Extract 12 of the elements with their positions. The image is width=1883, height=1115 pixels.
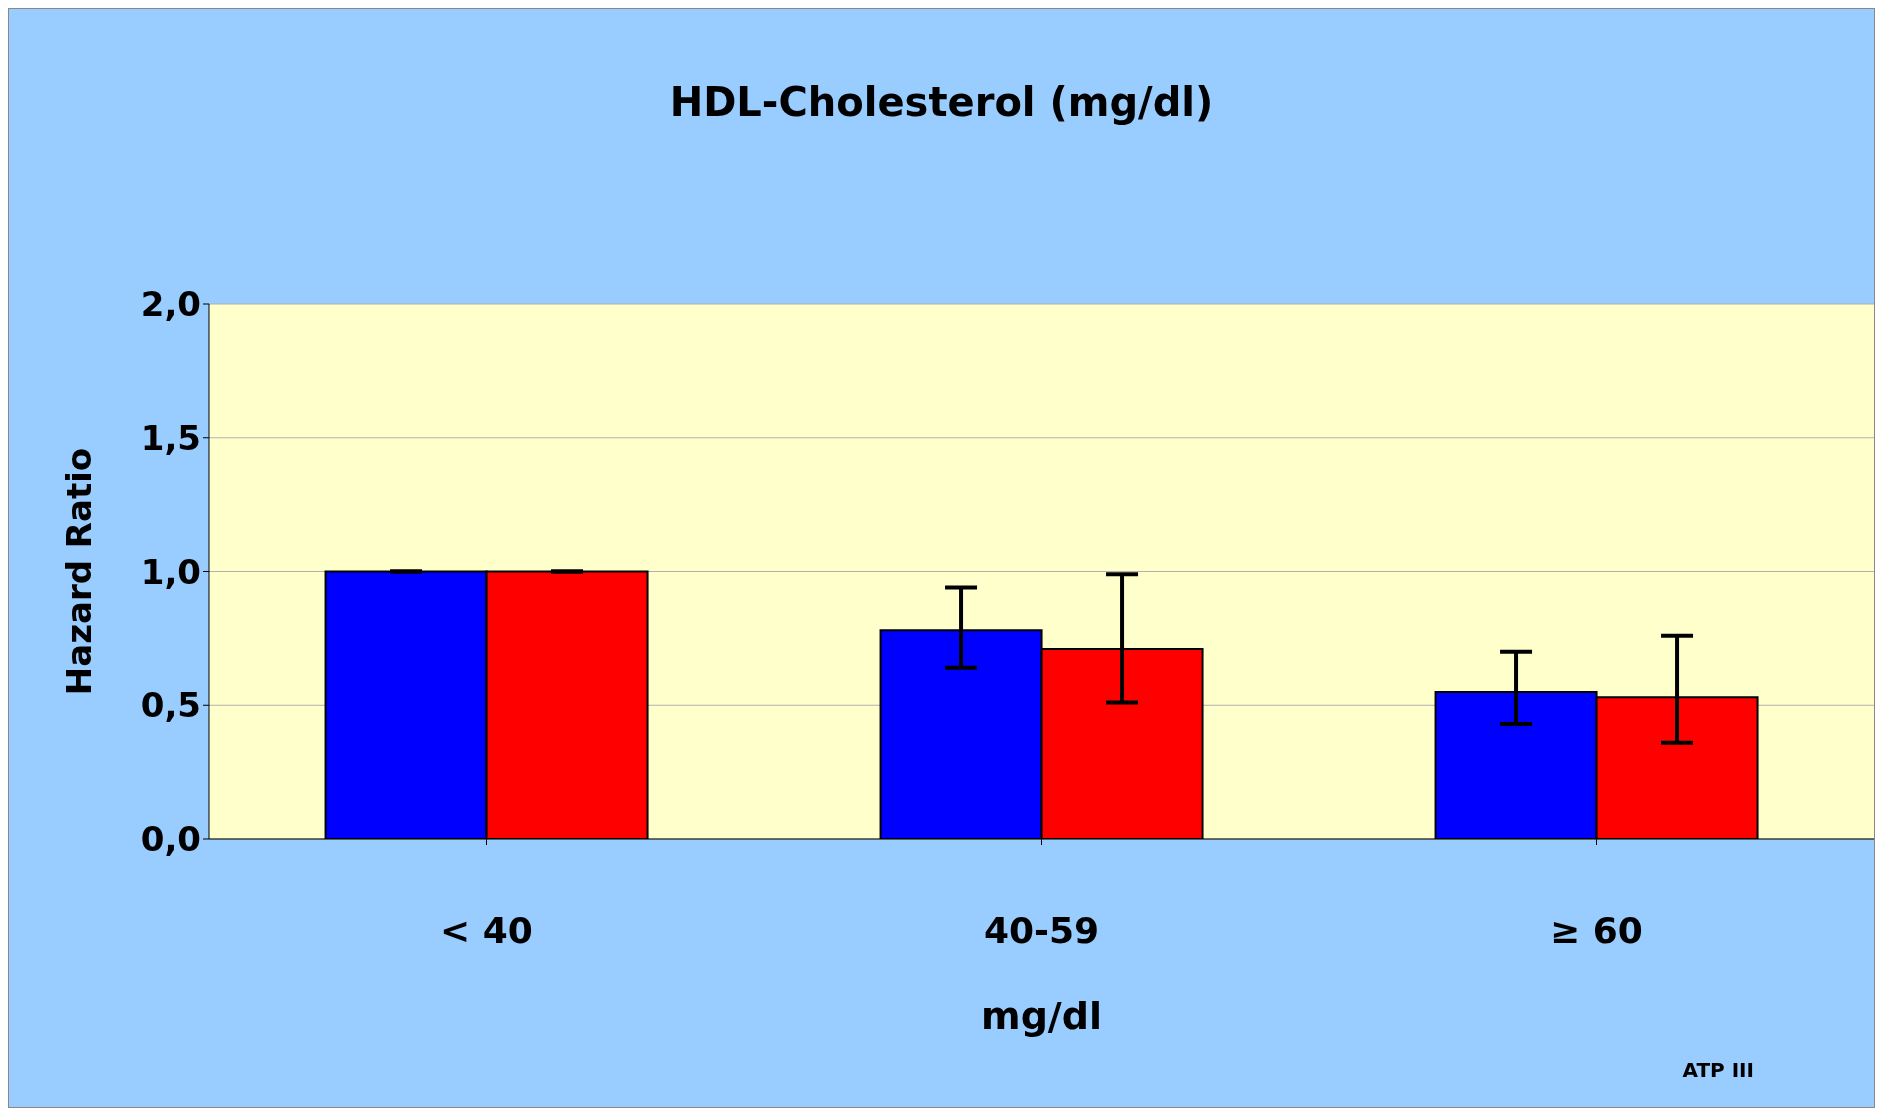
x-tick-label: ≥ 60 xyxy=(1550,909,1643,951)
chart-title: HDL-Cholesterol (mg/dl) xyxy=(668,79,1215,125)
y-tick-label: 2,0 xyxy=(140,284,201,325)
x-tick-label: 40-59 xyxy=(983,909,1100,951)
y-tick-label: 1,0 xyxy=(140,551,201,592)
y-axis-title: Hazard Ratio xyxy=(59,447,100,696)
y-tick-label: 0,0 xyxy=(140,819,201,860)
x-axis-title: mg/dl xyxy=(981,994,1102,1038)
text: ATP III xyxy=(1682,1058,1754,1082)
y-tick-label: 1,5 xyxy=(140,417,201,458)
x-tick-label: < 40 xyxy=(440,909,533,951)
y-tick-label: 0,5 xyxy=(140,685,201,726)
